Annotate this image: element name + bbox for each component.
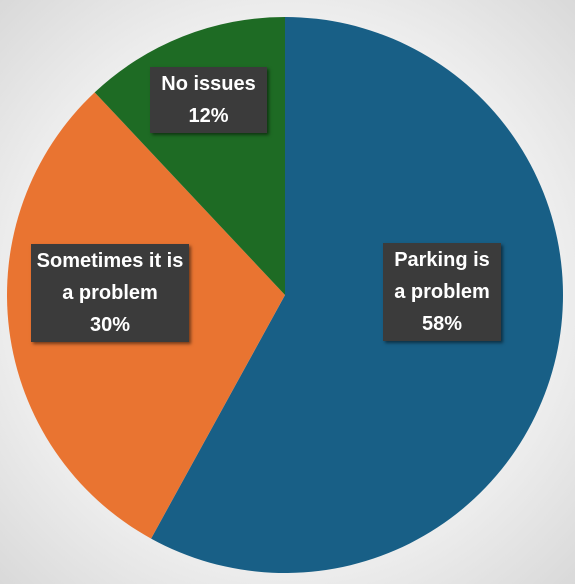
value-label: 12%: [188, 105, 229, 127]
value-label: 58%: [421, 313, 463, 335]
data-label: No issues 12%: [150, 67, 267, 133]
category-label: Sometimes it is a problem: [36, 250, 184, 304]
value-label: 30%: [89, 314, 131, 336]
data-label: Sometimes it is a problem 30%: [31, 244, 189, 342]
category-label: Parking is a problem: [394, 249, 490, 303]
data-label: Parking is a problem 58%: [383, 243, 501, 341]
pie-slice: [151, 17, 563, 573]
category-label: No issues: [161, 73, 256, 95]
